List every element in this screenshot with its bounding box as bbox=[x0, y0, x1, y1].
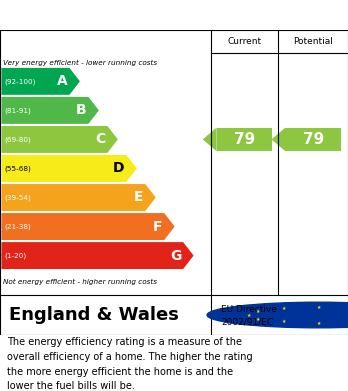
Text: ★: ★ bbox=[316, 305, 321, 310]
Text: C: C bbox=[95, 133, 106, 146]
Polygon shape bbox=[1, 97, 99, 124]
Polygon shape bbox=[285, 127, 341, 151]
Text: (81-91): (81-91) bbox=[4, 107, 31, 114]
Text: ★: ★ bbox=[256, 316, 260, 321]
FancyBboxPatch shape bbox=[0, 30, 348, 295]
Text: E: E bbox=[134, 190, 143, 204]
Text: 79: 79 bbox=[302, 132, 324, 147]
Text: ★: ★ bbox=[282, 306, 286, 310]
Text: (92-100): (92-100) bbox=[4, 78, 35, 84]
Text: 79: 79 bbox=[234, 132, 255, 147]
Circle shape bbox=[207, 302, 348, 328]
Text: A: A bbox=[57, 74, 68, 88]
Text: 2002/91/EC: 2002/91/EC bbox=[221, 318, 273, 327]
Polygon shape bbox=[271, 127, 285, 151]
Text: (21-38): (21-38) bbox=[4, 223, 31, 230]
Polygon shape bbox=[1, 68, 80, 95]
Text: F: F bbox=[153, 219, 163, 233]
Text: England & Wales: England & Wales bbox=[9, 306, 179, 324]
Polygon shape bbox=[1, 126, 118, 153]
Text: Not energy efficient - higher running costs: Not energy efficient - higher running co… bbox=[3, 279, 158, 285]
Polygon shape bbox=[1, 184, 156, 211]
Text: (55-68): (55-68) bbox=[4, 165, 31, 172]
Text: ★: ★ bbox=[256, 308, 260, 314]
Text: Very energy efficient - lower running costs: Very energy efficient - lower running co… bbox=[3, 59, 158, 66]
Text: B: B bbox=[76, 103, 87, 117]
Polygon shape bbox=[217, 127, 272, 151]
Text: (39-54): (39-54) bbox=[4, 194, 31, 201]
Text: Energy Efficiency Rating: Energy Efficiency Rating bbox=[9, 8, 230, 23]
Text: ★: ★ bbox=[247, 312, 251, 317]
Polygon shape bbox=[1, 242, 193, 269]
Text: G: G bbox=[170, 249, 181, 263]
Text: (69-80): (69-80) bbox=[4, 136, 31, 143]
Text: (1-20): (1-20) bbox=[4, 252, 26, 259]
Text: D: D bbox=[113, 161, 125, 176]
Polygon shape bbox=[203, 127, 217, 151]
Text: The energy efficiency rating is a measure of the
overall efficiency of a home. T: The energy efficiency rating is a measur… bbox=[7, 337, 253, 391]
Polygon shape bbox=[1, 155, 137, 182]
Text: Current: Current bbox=[227, 37, 262, 46]
Polygon shape bbox=[1, 213, 175, 240]
Text: Potential: Potential bbox=[293, 37, 333, 46]
Text: ★: ★ bbox=[282, 319, 286, 325]
Text: ★: ★ bbox=[316, 321, 321, 325]
Text: EU Directive: EU Directive bbox=[221, 305, 277, 314]
